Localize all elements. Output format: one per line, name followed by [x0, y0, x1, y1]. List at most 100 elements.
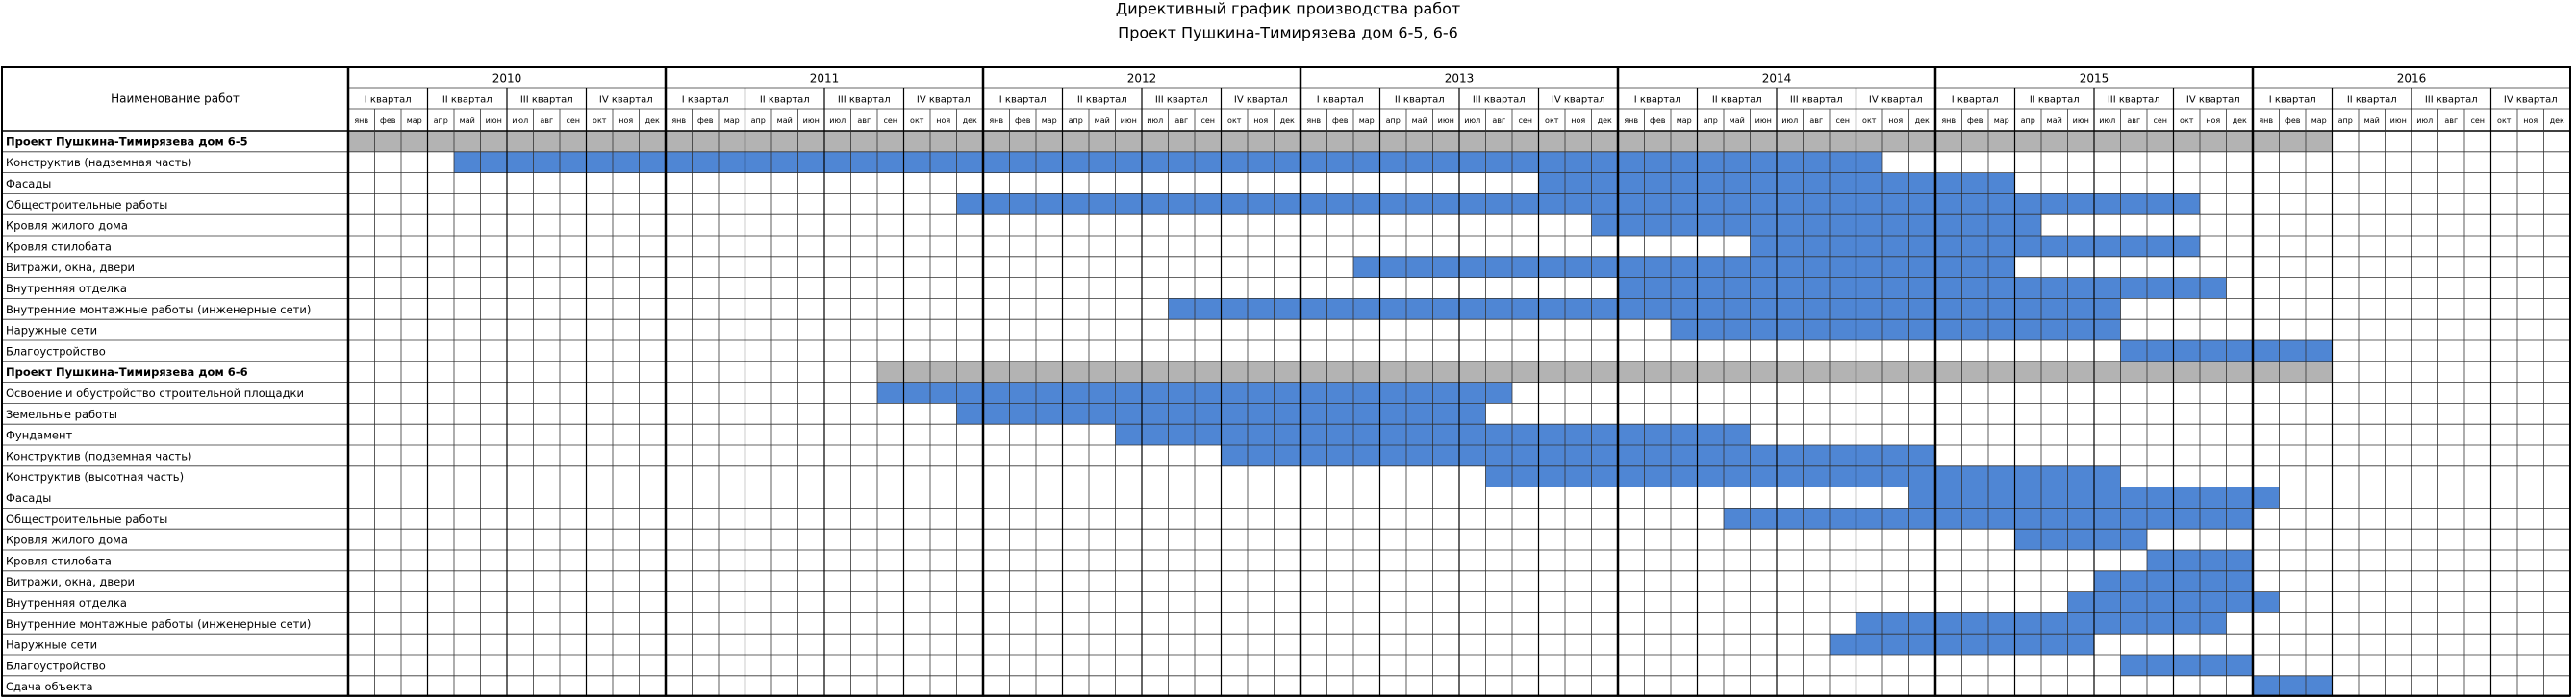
quarter-label: III квартал [1155, 95, 1208, 106]
quarter-label: IV квартал [1552, 95, 1605, 106]
month-label: апр [751, 116, 766, 125]
quarter-label: III квартал [1790, 95, 1843, 106]
task-label: Благоустройство [6, 659, 106, 672]
quarter-label: I квартал [365, 95, 412, 106]
month-label: фев [1967, 116, 1983, 125]
month-label: апр [1386, 116, 1401, 125]
quarter-label: I квартал [1952, 95, 1999, 106]
task-label: Кровля стилобата [6, 239, 112, 253]
month-label: окт [910, 116, 924, 125]
summary-bar [348, 131, 2333, 152]
month-label: июн [2073, 116, 2089, 125]
quarter-label: III квартал [838, 95, 891, 106]
month-label: мар [2311, 116, 2327, 125]
month-label: ноя [619, 116, 633, 125]
month-label: дек [2550, 116, 2564, 125]
task-bar [2120, 655, 2253, 676]
month-label: янв [1941, 116, 1956, 125]
task-bar [1591, 214, 2041, 236]
task-label: Сдача объекта [6, 680, 93, 693]
quarter-label: IV квартал [599, 95, 653, 106]
quarter-label: II квартал [1395, 95, 1445, 106]
month-label: ноя [2206, 116, 2220, 125]
month-label: авг [2444, 116, 2458, 125]
table-border [1, 66, 2571, 697]
task-label: Кровля стилобата [6, 554, 112, 567]
month-label: фев [380, 116, 396, 125]
group-label: Проект Пушкина-Тимирязева дом 6-6 [6, 365, 248, 379]
month-label: июн [486, 116, 502, 125]
year-label: 2015 [2080, 72, 2109, 86]
month-label: дек [2233, 116, 2247, 125]
summary-bar [877, 361, 2333, 383]
month-label: авг [2127, 116, 2140, 125]
task-label: Фасады [6, 491, 51, 505]
quarter-label: IV квартал [917, 95, 971, 106]
quarter-label: I квартал [682, 95, 729, 106]
quarter-label: II квартал [760, 95, 810, 106]
month-label: окт [1545, 116, 1559, 125]
month-label: сен [2153, 116, 2167, 125]
month-label: авг [1174, 116, 1188, 125]
quarter-label: I квартал [1634, 95, 1681, 106]
month-label: мар [1677, 116, 1692, 125]
month-label: май [460, 116, 475, 125]
month-label: май [2047, 116, 2062, 125]
task-label: Земельные работы [6, 408, 117, 421]
month-label: янв [354, 116, 368, 125]
month-label: янв [1624, 116, 1638, 125]
quarter-label: IV квартал [1869, 95, 1923, 106]
month-label: мар [1994, 116, 2009, 125]
task-bar [956, 193, 2200, 215]
quarter-label: II квартал [1712, 95, 1762, 106]
quarter-label: II квартал [2030, 95, 2080, 106]
task-label: Внутренняя отделка [6, 282, 127, 295]
quarter-label: I квартал [2269, 95, 2316, 106]
month-label: июл [512, 116, 528, 125]
month-label: июн [1438, 116, 1454, 125]
month-label: мар [1042, 116, 1057, 125]
task-label: Конструктив (подземная часть) [6, 449, 192, 462]
task-bar [1671, 319, 2121, 340]
month-label: янв [2259, 116, 2273, 125]
month-label: апр [2338, 116, 2353, 125]
month-label: фев [697, 116, 714, 125]
task-label: Витражи, окна, двери [6, 261, 135, 274]
task-label: Внутренние монтажные работы (инженерные … [6, 303, 311, 316]
task-bar [1750, 236, 2200, 257]
month-label: янв [671, 116, 686, 125]
task-label: Внутренняя отделка [6, 596, 127, 610]
month-label: июл [1147, 116, 1163, 125]
month-label: мар [1359, 116, 1375, 125]
month-label: авг [1492, 116, 1505, 125]
month-label: дек [1280, 116, 1295, 125]
task-label: Фасады [6, 177, 51, 190]
month-label: июн [1121, 116, 1137, 125]
month-label: ноя [1888, 116, 1903, 125]
quarter-label: I квартал [1317, 95, 1364, 106]
month-label: июн [803, 116, 820, 125]
month-label: сен [1518, 116, 1532, 125]
quarter-label: I квартал [999, 95, 1047, 106]
quarter-label: III квартал [2108, 95, 2160, 106]
month-label: ноя [936, 116, 950, 125]
quarter-label: II квартал [1077, 95, 1127, 106]
month-label: окт [593, 116, 607, 125]
task-bar [1353, 256, 2015, 278]
task-label: Благоустройство [6, 344, 106, 358]
month-label: сен [883, 116, 897, 125]
month-label: дек [1915, 116, 1930, 125]
quarter-label: IV квартал [2186, 95, 2240, 106]
quarter-label: IV квартал [1234, 95, 1288, 106]
month-label: май [2364, 116, 2380, 125]
task-label: Конструктив (надземная часть) [6, 156, 192, 169]
year-label: 2013 [1445, 72, 1475, 86]
year-label: 2010 [492, 72, 522, 86]
month-label: ноя [2523, 116, 2538, 125]
month-label: дек [645, 116, 660, 125]
quarter-label: II квартал [442, 95, 492, 106]
month-label: мар [724, 116, 740, 125]
month-label: дек [963, 116, 977, 125]
month-label: май [1095, 116, 1110, 125]
